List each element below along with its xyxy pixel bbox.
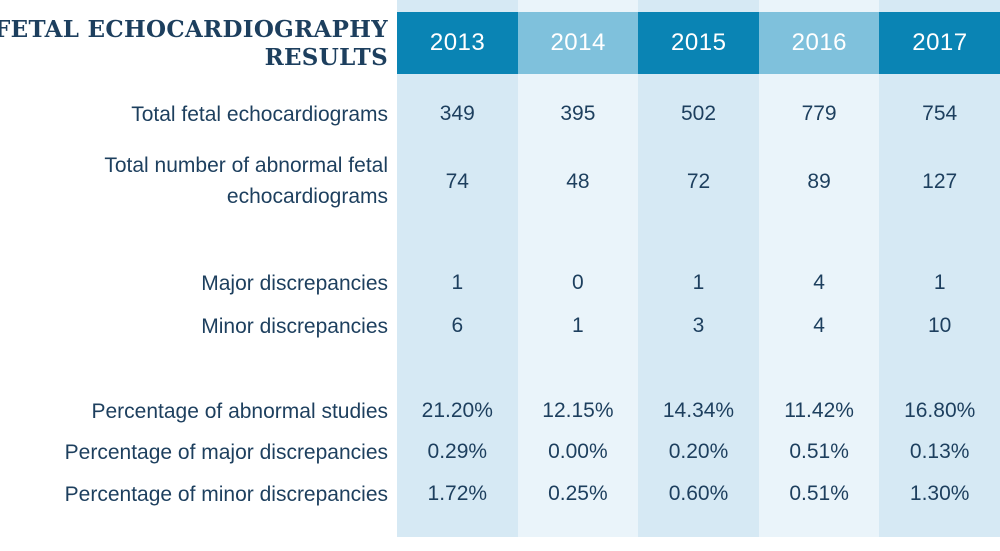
table-cell: 72 [686,170,711,193]
table-cell: 6 [451,314,464,337]
table-cell: 754 [922,102,958,125]
row-label-line: echocardiograms [226,185,388,208]
table-cell: 1 [572,314,584,337]
table-cell: 21.20% [421,399,493,422]
table-cell: 3 [692,314,705,337]
row-label: Percentage of abnormal studies [91,400,388,423]
table-cell: 12.15% [542,399,614,422]
table-cell: 0.51% [789,482,849,505]
table-cell: 395 [560,102,596,125]
column-bg-2014 [517,0,639,537]
table-cell: 0.51% [789,440,849,463]
table-cell: 1 [451,271,464,294]
column-bg-2017 [879,0,1000,537]
table-cell: 1.30% [909,482,970,505]
table-title-line-1: FETAL ECHOCARDIOGRAPHY [0,16,388,43]
table-cell: 48 [566,170,590,193]
column-header-2016: 2016 [758,12,880,74]
table-cell: 779 [801,102,837,125]
table-cell: 1 [692,271,705,294]
table-cell: 0.29% [427,440,488,463]
table-cell: 4 [813,314,825,337]
table-cell: 14.34% [662,399,735,422]
column-header-2014: 2014 [517,12,639,74]
row-label: Minor discrepancies [201,315,388,338]
column-bg-2016 [758,0,880,537]
column-header-2017: 2017 [879,12,1000,74]
table-cell: 349 [439,102,475,125]
column-header-2013: 2013 [397,12,519,74]
column-bg-2015 [638,0,760,537]
table-cell: 127 [922,170,958,193]
row-label: Total fetal echocardiograms [131,103,388,126]
table-cell: 0.13% [909,440,970,463]
table-cell: 74 [445,170,469,193]
table-cell: 502 [680,102,717,125]
column-header-2015: 2015 [638,12,760,74]
table-cell: 0 [572,271,584,294]
table-cell: 0.00% [548,440,608,463]
table-cell: 1 [933,271,946,294]
row-label-line: Total number of abnormal fetal [104,154,388,177]
row-label: Total number of abnormal fetal echocardio… [104,150,388,212]
table-cell: 11.42% [784,399,854,422]
table-title-line-2: RESULTS [264,44,388,71]
row-label: Major discrepancies [201,272,388,295]
table-cell: 16.80% [904,399,976,422]
table-cell: 10 [928,314,952,337]
table-cell: 89 [807,170,831,193]
column-bg-2013 [397,0,519,537]
row-label: Percentage of minor discrepancies [64,483,388,506]
table-cell: 0.60% [668,482,729,505]
table-cell: 0.20% [668,440,729,463]
table-title: FETAL ECHOCARDIOGRAPHY RESULTS [0,16,388,72]
table-cell: 4 [813,271,825,294]
table-cell: 0.25% [548,482,608,505]
table-cell: 1.72% [427,482,488,505]
row-label: Percentage of major discrepancies [64,441,388,464]
